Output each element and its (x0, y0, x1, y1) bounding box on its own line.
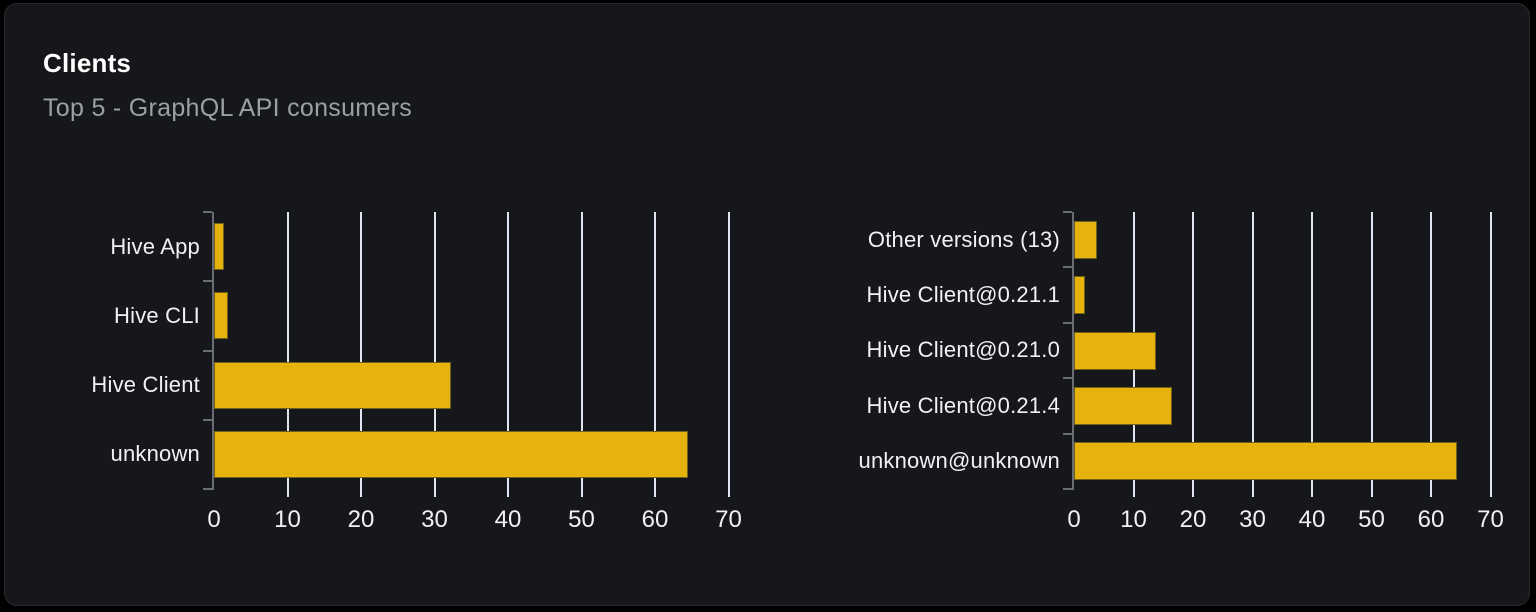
x-tick-label: 30 (1239, 506, 1266, 533)
x-tick-label: 20 (1179, 506, 1207, 533)
x-tick-label: 60 (641, 506, 669, 533)
x-tick-label: 0 (1067, 506, 1081, 533)
y-axis-tick (1063, 377, 1072, 380)
x-axis-tick (727, 489, 730, 497)
category-label: Hive Client@0.21.1 (866, 282, 1060, 308)
y-axis-tick (1063, 266, 1072, 269)
gridline (1489, 212, 1492, 489)
gridline (727, 212, 730, 489)
gridline (1251, 212, 1254, 489)
y-axis-tick (203, 349, 212, 352)
y-axis-tick (1063, 211, 1072, 213)
x-tick-label: 20 (347, 506, 375, 533)
x-tick-label: 10 (1120, 506, 1147, 533)
y-axis-tick (1063, 488, 1072, 490)
y-axis-tick (203, 488, 212, 490)
x-axis-tick (1430, 489, 1432, 497)
bar[interactable] (214, 292, 228, 340)
category-label: Hive Client (91, 372, 200, 398)
gridline (654, 212, 656, 489)
gridline (433, 212, 436, 489)
y-axis-tick (203, 418, 212, 421)
bar[interactable] (1074, 442, 1458, 481)
y-axis-line (1072, 212, 1074, 490)
y-axis-tick (1063, 321, 1072, 324)
x-axis-tick (1311, 489, 1313, 497)
category-label: unknown@unknown (858, 448, 1060, 474)
x-tick-label: 70 (715, 506, 742, 533)
bar[interactable] (214, 361, 452, 409)
x-axis-tick (1192, 489, 1194, 497)
gridline (1370, 212, 1373, 489)
gridline (286, 212, 289, 489)
gridline (360, 212, 362, 489)
gridline (507, 212, 509, 489)
category-label: unknown (110, 441, 200, 467)
bar[interactable] (214, 430, 689, 478)
card-subtitle: Top 5 - GraphQL API consumers (43, 94, 413, 122)
category-label: Other versions (13) (867, 226, 1060, 252)
category-label: Hive CLI (114, 302, 200, 328)
y-axis-tick (203, 280, 212, 283)
bar[interactable] (214, 223, 224, 271)
x-tick-label: 40 (1298, 506, 1326, 533)
y-axis-line (212, 212, 214, 490)
category-label: Hive Client@0.21.4 (866, 392, 1060, 418)
x-axis-tick (286, 489, 289, 497)
x-axis-tick (580, 489, 583, 497)
bar[interactable] (1074, 386, 1172, 425)
x-tick-label: 10 (274, 506, 301, 533)
x-axis-tick (1251, 489, 1254, 497)
x-tick-label: 40 (494, 506, 522, 533)
x-axis-tick (360, 489, 362, 497)
x-axis-tick (507, 489, 509, 497)
y-axis-tick (1063, 432, 1072, 435)
x-axis-tick (654, 489, 656, 497)
gridline (1311, 212, 1313, 489)
bar[interactable] (1074, 331, 1156, 370)
x-tick-label: 50 (568, 506, 595, 533)
x-tick-label: 30 (421, 506, 448, 533)
gridline (1192, 212, 1194, 489)
gridline (1430, 212, 1432, 489)
bar[interactable] (1074, 220, 1098, 259)
x-axis-tick (1132, 489, 1135, 497)
gridline (580, 212, 583, 489)
bar[interactable] (1074, 276, 1085, 315)
category-label: Hive Client@0.21.0 (866, 337, 1060, 363)
category-label: Hive App (110, 233, 200, 259)
x-tick-label: 60 (1417, 506, 1445, 533)
card-title: Clients (43, 48, 132, 78)
x-axis-tick (1489, 489, 1492, 497)
y-axis-tick (203, 211, 212, 213)
clients-card (4, 3, 1530, 606)
x-axis-tick (1370, 489, 1373, 497)
x-tick-label: 50 (1358, 506, 1385, 533)
x-tick-label: 0 (207, 506, 221, 533)
x-axis-tick (433, 489, 436, 497)
x-tick-label: 70 (1477, 506, 1504, 533)
